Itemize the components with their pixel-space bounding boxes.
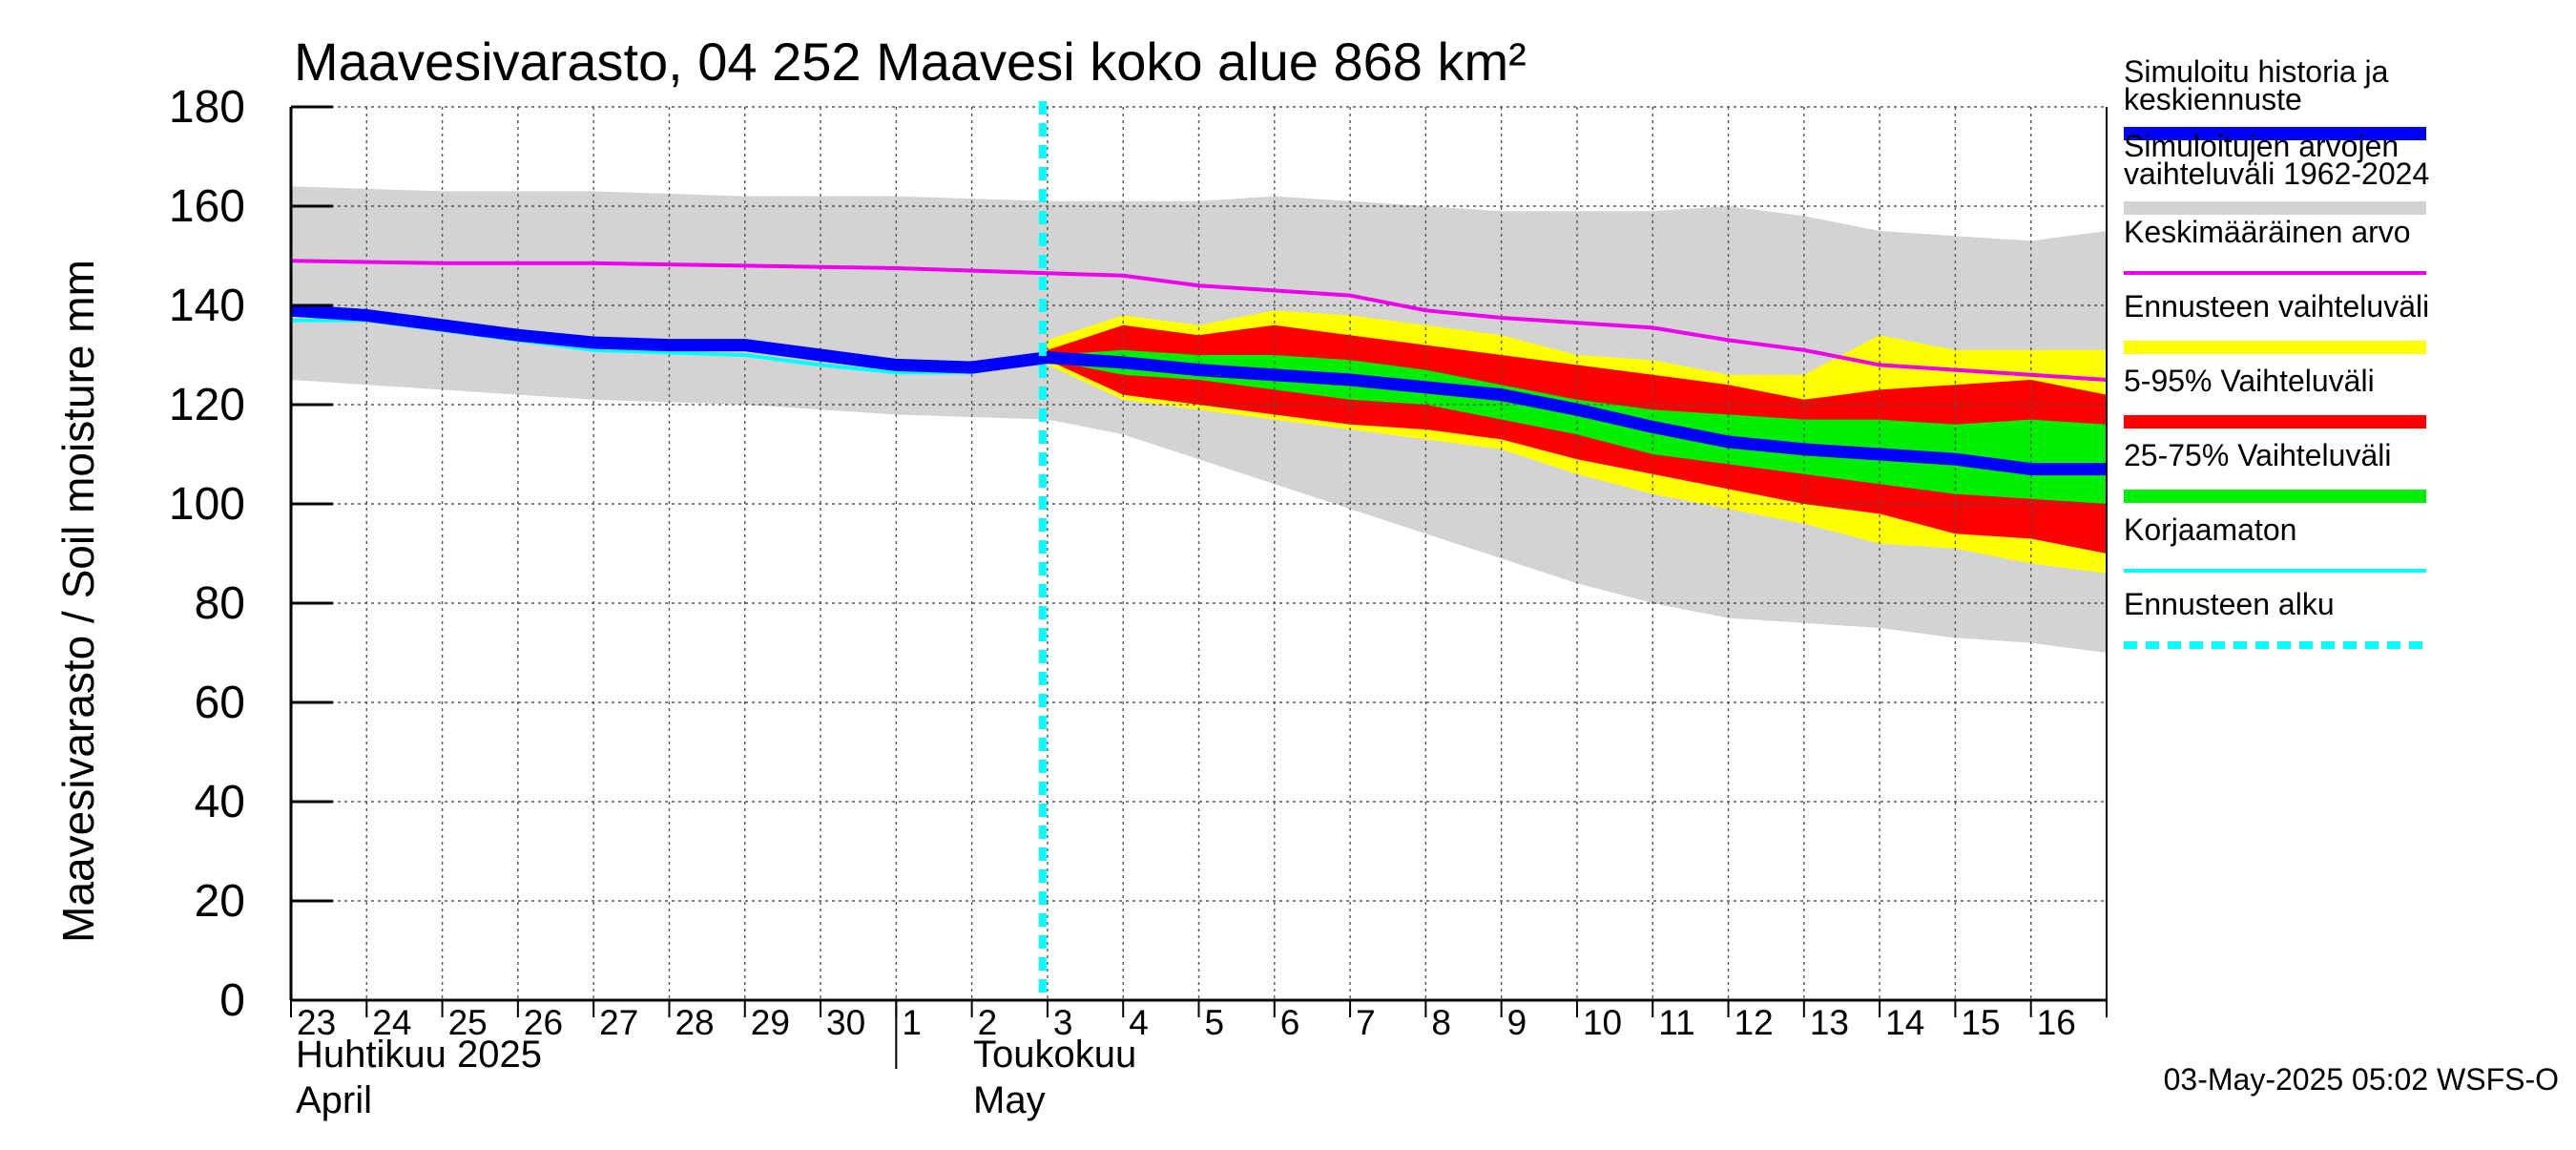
x-tick-label: 2 xyxy=(978,1003,998,1042)
x-tick-label: 15 xyxy=(1961,1003,2000,1042)
legend-label: Keskimääräinen arvo xyxy=(2124,215,2411,249)
x-tick-label: 24 xyxy=(372,1003,411,1042)
x-tick-label: 6 xyxy=(1280,1003,1300,1042)
y-tick-label: 0 xyxy=(219,975,245,1026)
x-tick-label: 26 xyxy=(524,1003,563,1042)
x-tick-label: 3 xyxy=(1053,1003,1073,1042)
y-axis-label: Maavesivarasto / Soil moisture mm xyxy=(53,260,103,943)
month-label-may-fi: Toukokuu xyxy=(973,1034,1136,1076)
legend-label: Korjaamaton xyxy=(2124,512,2296,547)
legend-label: Simuloitu historia ja xyxy=(2124,54,2389,89)
y-tick-label: 140 xyxy=(169,281,245,331)
y-tick-label: 60 xyxy=(195,678,245,728)
x-tick-label: 10 xyxy=(1583,1003,1622,1042)
x-tick-labels: 23 24 25 26 27 28 29 30 1 2 3 4 5 6 7 8 9 10 11 12 13 14 15 16 xyxy=(297,1003,2076,1042)
legend-label: Simuloitujen arvojen xyxy=(2124,129,2399,163)
x-tick-label: 29 xyxy=(751,1003,790,1042)
x-tick-label: 28 xyxy=(675,1003,714,1042)
x-tick-label: 27 xyxy=(599,1003,638,1042)
grid-layer xyxy=(291,106,2107,1000)
month-label-april-fi: Huhtikuu 2025 xyxy=(296,1034,542,1076)
legend-label-cont: keskiennuste xyxy=(2124,82,2302,116)
chart-title: Maavesivarasto, 04 252 Maavesi koko alue… xyxy=(294,31,1527,92)
x-tick-label: 13 xyxy=(1810,1003,1849,1042)
mean-line xyxy=(290,259,2108,382)
x-tick-label: 30 xyxy=(826,1003,865,1042)
month-label-april-en: April xyxy=(296,1079,372,1121)
x-tick-label: 1 xyxy=(902,1003,922,1042)
x-tick-label: 12 xyxy=(1735,1003,1774,1042)
x-tick-label: 9 xyxy=(1507,1003,1527,1042)
y-tick-label: 180 xyxy=(169,82,245,133)
x-tick-label: 14 xyxy=(1885,1003,1924,1042)
x-tick-label: 16 xyxy=(2037,1003,2076,1042)
y-tick-labels: 0 20 40 60 80 100 120 140 160 180 xyxy=(169,82,245,1026)
legend-label: 5-95% Vaihteluväli xyxy=(2124,364,2375,398)
y-tick-label: 100 xyxy=(169,479,245,530)
footer-timestamp: 03-May-2025 05:02 WSFS-O xyxy=(2164,1062,2559,1097)
axes-layer xyxy=(289,105,2108,1069)
y-tick-label: 20 xyxy=(195,876,245,927)
y-tick-label: 120 xyxy=(169,380,245,430)
x-tick-label: 8 xyxy=(1431,1003,1451,1042)
y-tick-label: 160 xyxy=(169,181,245,232)
x-tick-label: 4 xyxy=(1129,1003,1149,1042)
x-tick-label: 11 xyxy=(1658,1003,1694,1042)
lines-layer xyxy=(290,259,2108,476)
simulated-line xyxy=(290,303,2107,476)
y-tick-label: 80 xyxy=(195,578,245,629)
p25-75-band xyxy=(1047,349,2107,504)
legend-label: 25-75% Vaihteluväli xyxy=(2124,438,2391,472)
x-tick-label: 5 xyxy=(1205,1003,1225,1042)
x-tick-label: 7 xyxy=(1356,1003,1376,1042)
x-tick-label: 25 xyxy=(448,1003,488,1042)
x-tick-label: 23 xyxy=(297,1003,336,1042)
month-label-may-en: May xyxy=(973,1079,1046,1121)
legend-label: Ennusteen vaihteluväli xyxy=(2124,289,2429,324)
legend-label: Ennusteen alku xyxy=(2124,587,2335,621)
y-tick-label: 40 xyxy=(195,777,245,827)
legend-label-cont: vaihteluväli 1962-2024 xyxy=(2124,157,2429,191)
